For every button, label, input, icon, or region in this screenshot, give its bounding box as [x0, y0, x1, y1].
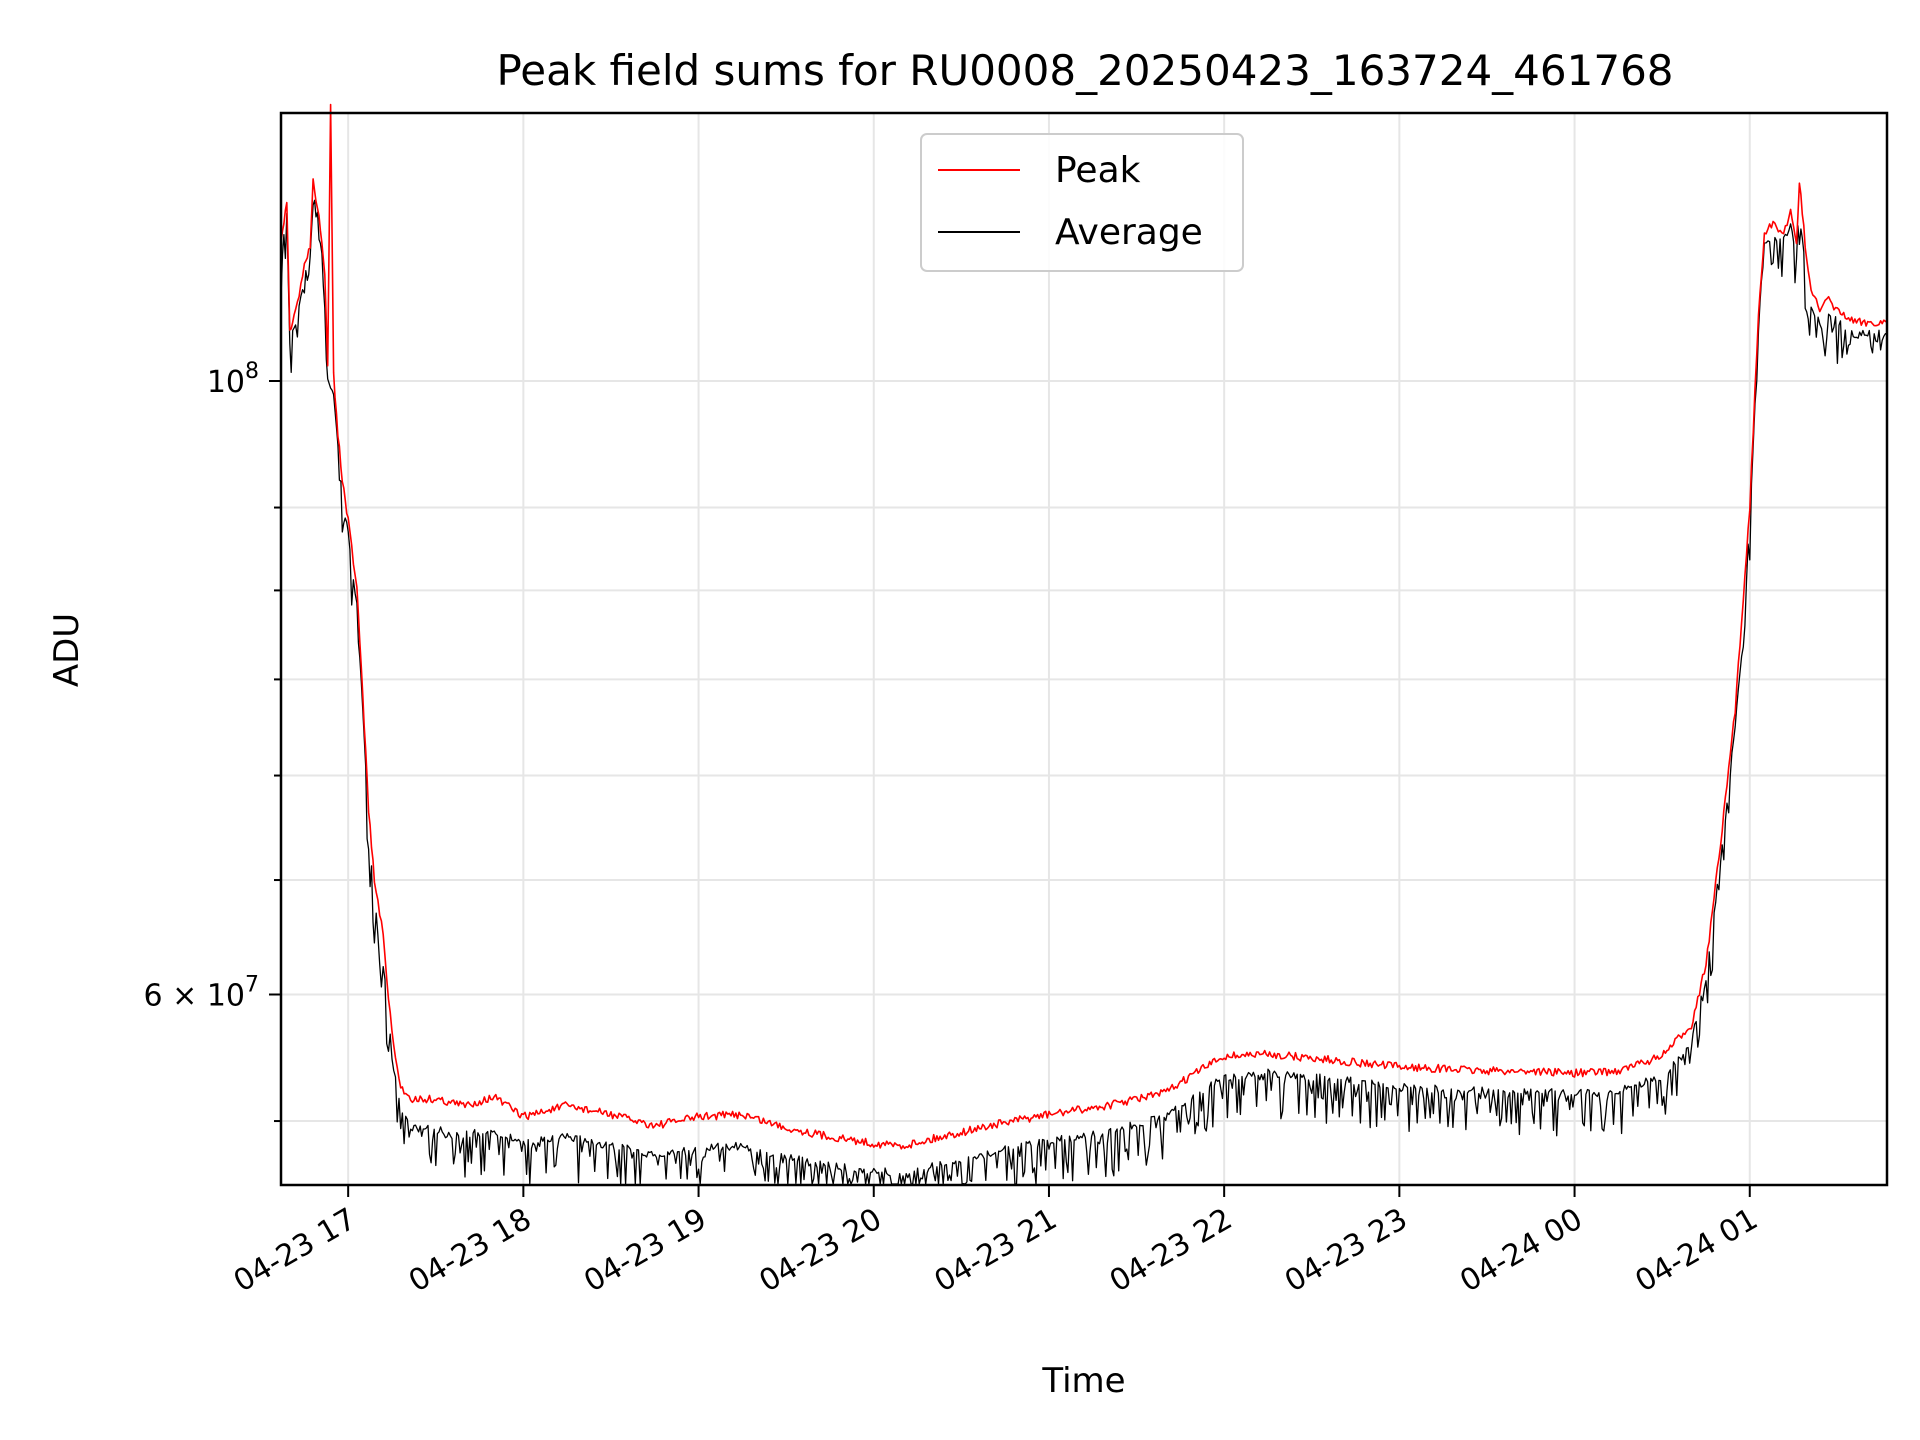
legend-box [920, 133, 1244, 272]
y-tick-base: 10 [207, 365, 245, 400]
y-tick-base: 10 [207, 979, 245, 1014]
y-tick-exponent: 8 [245, 359, 259, 384]
series-layer [280, 103, 1888, 1185]
chart-title: Peak field sums for RU0008_20250423_1637… [496, 46, 1673, 95]
series-line-peak [280, 103, 1888, 1150]
y-tick-label: 6 × 107 [144, 973, 260, 1014]
y-tick-mantissa: 6 [144, 979, 163, 1014]
legend-label-average: Average [1055, 212, 1203, 253]
x-axis-label: Time [1041, 1361, 1125, 1401]
y-tick-exponent: 7 [245, 973, 259, 998]
legend: Peak Average [920, 133, 1244, 272]
series-line-average [280, 199, 1888, 1185]
legend-label-peak: Peak [1055, 150, 1141, 191]
y-axis-label: ADU [47, 613, 87, 687]
y-tick-label: 108 [207, 359, 259, 400]
grid [281, 113, 1887, 1185]
plot-frame [279, 111, 1889, 1187]
